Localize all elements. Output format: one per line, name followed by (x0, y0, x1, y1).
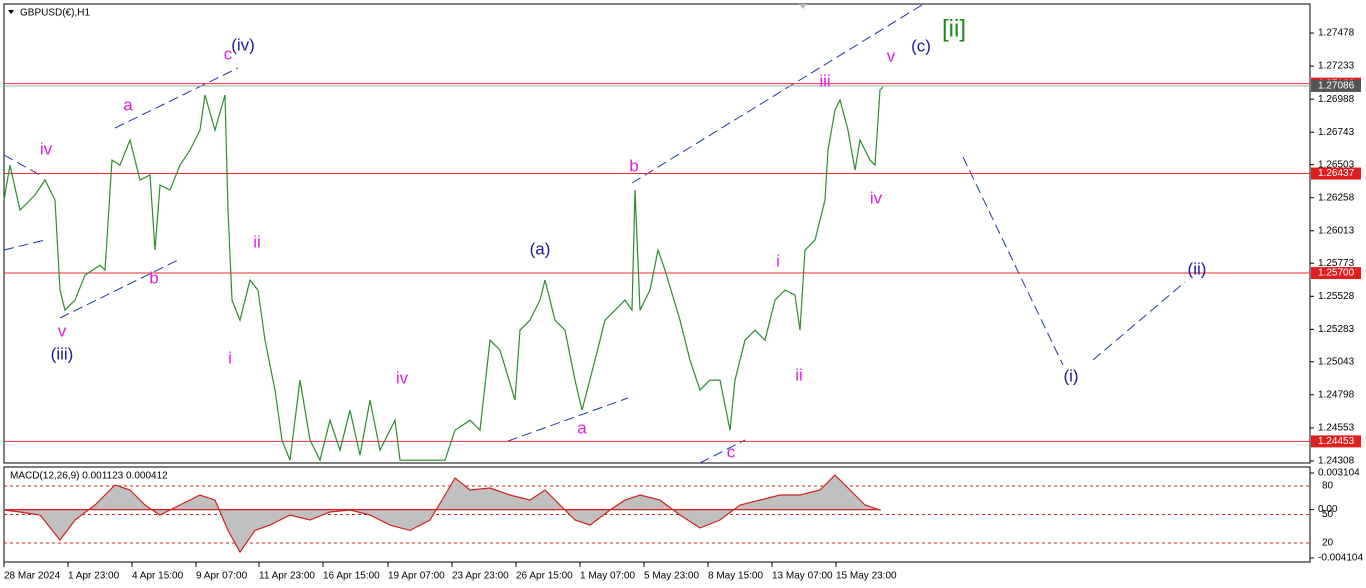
y-tick-label: 1.24553 (1318, 423, 1355, 434)
y-tick-label: 0.003104 (1318, 468, 1360, 479)
x-tick-label: 9 Apr 07:00 (196, 571, 248, 582)
y-tick-label: 1.26988 (1318, 94, 1355, 105)
price-label: 1.27086 (1318, 81, 1355, 92)
wave-label: (a) (530, 239, 551, 258)
level-label: 1.25700 (1318, 268, 1355, 279)
wave-label: (ii) (1188, 259, 1207, 278)
wave-label: v (887, 46, 896, 65)
x-tick-label: 19 Apr 07:00 (388, 571, 445, 582)
wave-label: c (224, 44, 233, 63)
shift-marker (799, 4, 807, 9)
trend-line (59, 259, 179, 319)
wave-label: (c) (911, 36, 931, 55)
wave-label: iv (870, 188, 883, 207)
level-label: 1.26437 (1318, 168, 1355, 179)
trend-line (631, 4, 923, 184)
trend-line (699, 439, 746, 464)
level-label-bg (1311, 435, 1361, 448)
y-tick-label: 1.25528 (1318, 291, 1355, 302)
y-tick-label: 1.24308 (1318, 456, 1355, 467)
wave-label: c (727, 442, 736, 461)
wave-label: iv (40, 139, 53, 158)
price-line (3, 86, 884, 462)
wave-label: iv (396, 368, 409, 387)
x-tick-label: 1 Apr 23:00 (68, 571, 120, 582)
y-tick-label: 1.25043 (1318, 356, 1355, 367)
wave-label: (i) (1063, 366, 1078, 385)
price-label-bg (1311, 79, 1361, 92)
wave-label: ii (253, 232, 261, 251)
wave-label: (iii) (51, 344, 74, 363)
y2-tick-label: 50 (1322, 509, 1334, 520)
projection-line (962, 156, 1064, 366)
y-tick-label: 1.26743 (1318, 127, 1355, 138)
y-tick-label: 1.27478 (1318, 28, 1355, 39)
x-tick-label: 5 May 23:00 (644, 571, 699, 582)
trend-lines (3, 4, 1186, 464)
level-label: 1.24453 (1318, 436, 1355, 447)
wave-label: a (577, 418, 587, 437)
y-tick-label: 0.00 (1318, 504, 1338, 515)
wave-label: iii (819, 71, 830, 90)
y-tick-label: -0.004104 (1318, 553, 1363, 564)
wave-label: [ii] (942, 15, 966, 42)
y2-tick-label: 20 (1322, 538, 1334, 549)
x-tick-label: 8 May 15:00 (708, 571, 763, 582)
main-frame (3, 3, 1311, 464)
y-tick-label: 1.25283 (1318, 324, 1355, 335)
x-tick-label: 26 Apr 15:00 (516, 571, 573, 582)
x-tick-label: 16 Apr 15:00 (323, 571, 380, 582)
y-tick-label: 1.26013 (1318, 225, 1355, 236)
x-tick-label: 13 May 07:00 (772, 571, 833, 582)
wave-label: v (58, 321, 67, 340)
y-tick-label: 1.26503 (1318, 159, 1355, 170)
projection-line (1092, 281, 1186, 361)
trend-line (114, 67, 239, 129)
wave-label: (iv) (231, 35, 255, 54)
wave-label: b (149, 268, 158, 287)
level-label-bg (1311, 167, 1361, 180)
y-tick-label: 1.25773 (1318, 258, 1355, 269)
y-tick-label: 1.27233 (1318, 61, 1355, 72)
wave-label: ii (795, 365, 803, 384)
wave-label: i (228, 348, 232, 367)
level-label-bg (1311, 267, 1361, 280)
menu-arrow[interactable] (8, 10, 14, 14)
trend-line (3, 239, 46, 251)
y-tick-label: 1.24798 (1318, 389, 1355, 400)
x-tick-label: 1 May 07:00 (580, 571, 635, 582)
indicator-title: MACD(12,26,9) 0.001123 0.000412 (10, 471, 168, 482)
y2-tick-label: 80 (1322, 481, 1334, 492)
x-tick-label: 4 Apr 15:00 (132, 571, 184, 582)
wave-label: a (123, 95, 133, 114)
x-tick-label: 11 Apr 23:00 (259, 571, 315, 582)
macd-area (3, 474, 881, 554)
wave-label: i (776, 251, 780, 270)
wave-label: b (629, 156, 638, 175)
x-tick-label: 23 Apr 23:00 (452, 571, 509, 582)
trend-line (3, 154, 41, 176)
y-tick-label: 1.26258 (1318, 192, 1355, 203)
x-tick-label: 15 May 23:00 (836, 571, 897, 582)
x-tick-label: 28 Mar 2024 (4, 571, 61, 582)
chart-title: GBPUSD(€),H1 (20, 8, 90, 19)
trend-line (507, 397, 629, 442)
